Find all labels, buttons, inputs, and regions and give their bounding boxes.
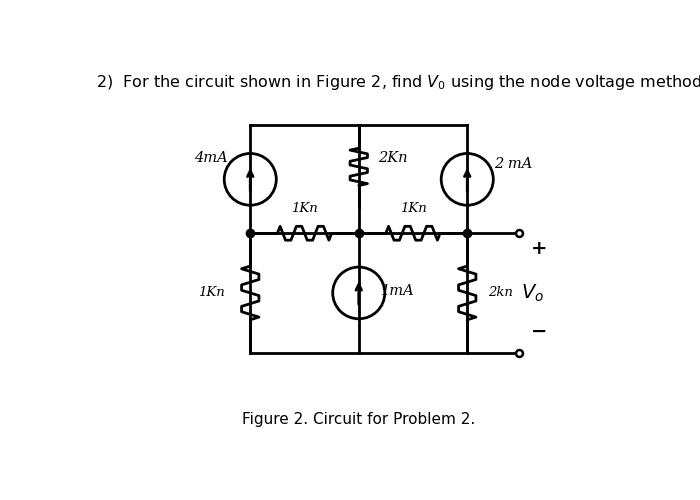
Text: 1mA: 1mA bbox=[382, 284, 415, 298]
Text: 2 mA: 2 mA bbox=[494, 157, 533, 171]
Text: $V_o$: $V_o$ bbox=[521, 282, 544, 304]
Text: 1Kn: 1Kn bbox=[291, 202, 318, 214]
Text: 4mA: 4mA bbox=[195, 151, 228, 165]
Text: −: − bbox=[531, 322, 547, 340]
Text: +: + bbox=[531, 240, 547, 258]
Text: 2)  For the circuit shown in Figure 2, find $V_0$ using the node voltage method.: 2) For the circuit shown in Figure 2, fi… bbox=[96, 74, 700, 92]
Text: 2kn: 2kn bbox=[489, 286, 513, 300]
Text: 1Kn: 1Kn bbox=[400, 202, 426, 214]
Text: Figure 2. Circuit for Problem 2.: Figure 2. Circuit for Problem 2. bbox=[242, 412, 475, 428]
Text: 1Kn: 1Kn bbox=[198, 286, 225, 300]
Text: 2Kn: 2Kn bbox=[377, 151, 407, 165]
